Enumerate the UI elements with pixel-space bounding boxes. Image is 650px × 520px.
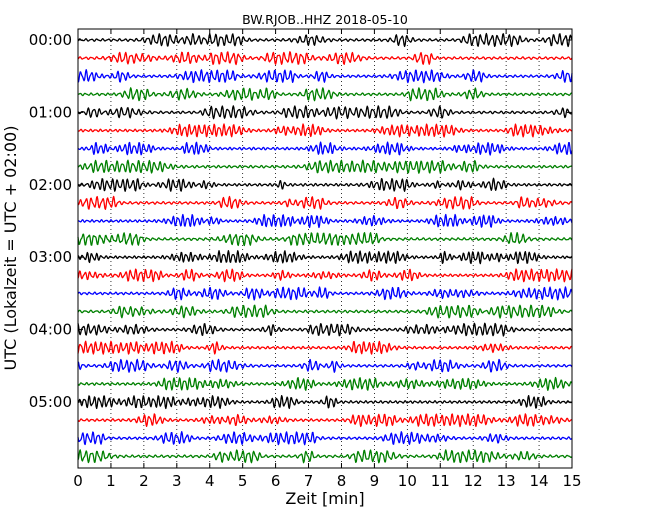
trace-0315 xyxy=(77,268,573,283)
x-tick-label: 0 xyxy=(73,472,83,490)
x-tick-label: 9 xyxy=(370,472,380,490)
trace-0245 xyxy=(77,231,573,247)
x-axis-title: Zeit [min] xyxy=(285,489,364,508)
trace-0130 xyxy=(77,141,573,156)
trace-0015 xyxy=(77,51,573,66)
x-axis: 0 1 2 3 4 5 6 7 8 9 10 11 12 13 14 15 xyxy=(73,29,582,490)
trace-0215 xyxy=(77,195,573,210)
y-tick-label: 01:00 xyxy=(29,103,72,121)
trace-0300 xyxy=(77,250,573,265)
y-tick-label: 05:00 xyxy=(29,393,72,411)
y-tick-label: 04:00 xyxy=(29,321,72,339)
trace-0445 xyxy=(77,376,573,391)
y-axis: 00:00 01:00 02:00 03:00 04:00 05:00 xyxy=(29,31,572,411)
trace-0415 xyxy=(77,340,573,355)
y-tick-label: 03:00 xyxy=(29,248,72,266)
trace-0145 xyxy=(77,159,573,174)
trace-0400 xyxy=(77,322,573,337)
trace-0045 xyxy=(77,87,573,102)
x-tick-label: 12 xyxy=(464,472,483,490)
trace-0345 xyxy=(77,304,573,319)
x-tick-label: 4 xyxy=(205,472,215,490)
x-tick-label: 6 xyxy=(271,472,281,490)
trace-0330 xyxy=(77,286,573,301)
trace-0000 xyxy=(77,32,573,48)
trace-0530 xyxy=(77,431,573,446)
x-tick-label: 8 xyxy=(337,472,347,490)
x-tick-label: 7 xyxy=(304,472,314,490)
x-tick-label: 3 xyxy=(172,472,182,490)
trace-0230 xyxy=(77,213,573,229)
trace-0100 xyxy=(77,105,573,120)
x-tick-label: 1 xyxy=(106,472,116,490)
chart-title: BW.RJOB..HHZ 2018-05-10 xyxy=(242,12,408,27)
seismic-traces xyxy=(77,32,573,464)
x-tick-label: 13 xyxy=(497,472,516,490)
x-tick-label: 10 xyxy=(398,472,417,490)
plot-frame xyxy=(77,28,573,469)
y-axis-title: UTC (Lokalzeit = UTC + 02:00) xyxy=(1,126,20,371)
trace-0030 xyxy=(77,69,573,84)
x-tick-label: 2 xyxy=(139,472,149,490)
trace-0545 xyxy=(77,449,573,464)
trace-0500 xyxy=(77,394,573,410)
trace-0515 xyxy=(77,413,573,428)
y-tick-label: 00:00 xyxy=(29,31,72,49)
y-tick-label: 02:00 xyxy=(29,176,72,194)
trace-0430 xyxy=(77,358,573,373)
x-tick-label: 11 xyxy=(431,472,450,490)
trace-0115 xyxy=(77,123,573,138)
x-tick-label: 14 xyxy=(530,472,549,490)
x-tick-label: 15 xyxy=(562,472,581,490)
trace-0200 xyxy=(77,177,573,192)
x-tick-label: 5 xyxy=(238,472,248,490)
